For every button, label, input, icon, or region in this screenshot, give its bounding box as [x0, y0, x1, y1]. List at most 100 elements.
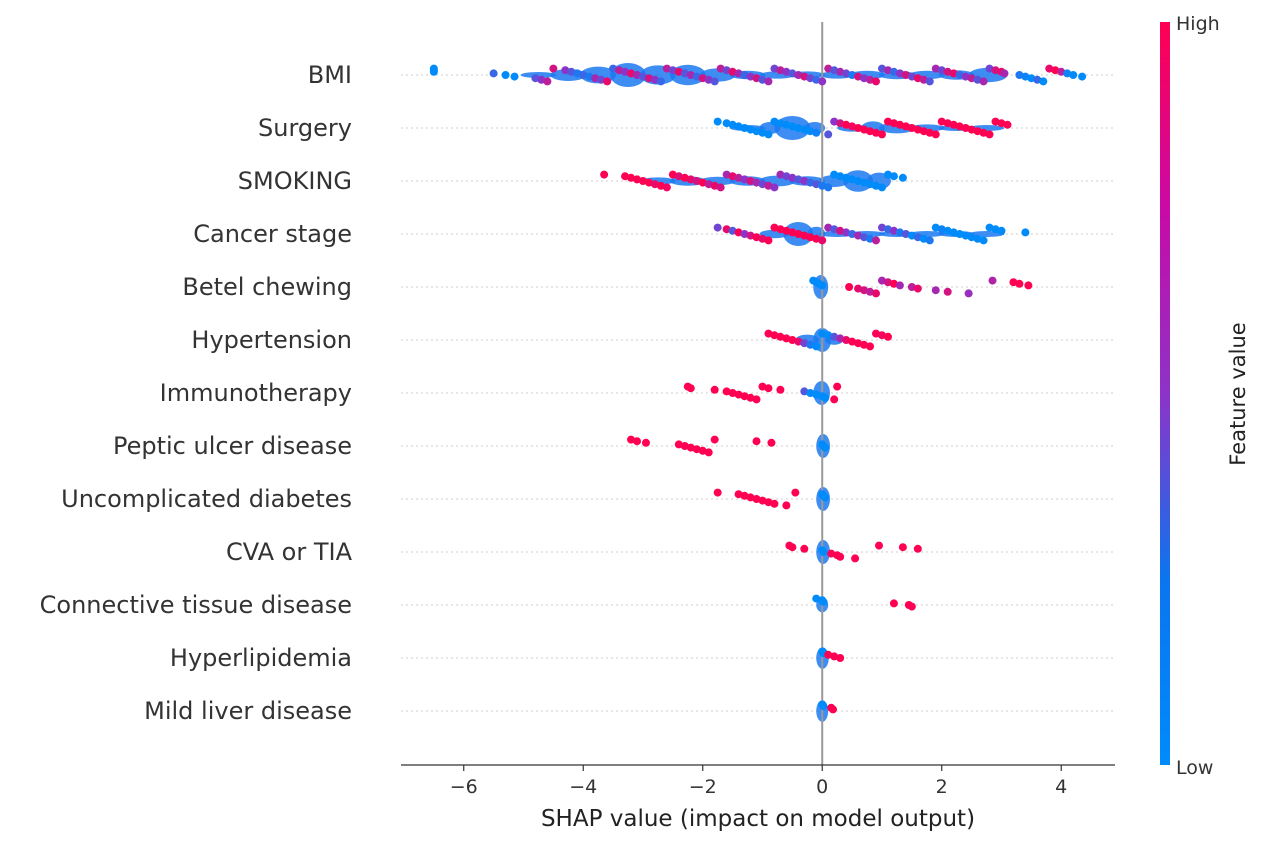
shap-point — [1078, 72, 1087, 81]
shap-point — [877, 130, 886, 139]
shap-point — [776, 385, 785, 394]
colorbar-low-label: Low — [1176, 757, 1213, 779]
shap-point — [874, 541, 883, 550]
shap-point — [830, 395, 839, 404]
shap-point — [489, 69, 498, 78]
shap-point — [770, 499, 779, 508]
shap-point — [824, 130, 833, 139]
shap-point — [889, 172, 898, 181]
shap-point — [429, 67, 438, 76]
x-tick-label: −6 — [450, 776, 478, 798]
feature-label: Betel chewing — [182, 273, 352, 301]
colorbar — [1160, 22, 1170, 765]
shap-point — [833, 382, 842, 391]
shap-point — [818, 77, 827, 86]
shap-point — [979, 77, 988, 86]
shap-point — [764, 236, 773, 245]
feature-label: Surgery — [258, 114, 352, 142]
shap-point — [818, 236, 827, 245]
shap-point — [764, 130, 773, 139]
x-tick-label: 4 — [1055, 776, 1067, 798]
shap-point — [704, 448, 713, 457]
feature-label: Hyperlipidemia — [170, 644, 352, 672]
shap-point — [603, 77, 612, 86]
feature-label: Peptic ulcer disease — [113, 432, 352, 460]
feature-label: CVA or TIA — [226, 538, 353, 566]
shap-point — [710, 77, 719, 86]
shap-point — [1003, 120, 1012, 129]
shap-point — [824, 183, 833, 192]
shap-point — [821, 493, 830, 502]
x-tick-label: −2 — [689, 776, 717, 798]
density-band-layer — [520, 63, 1008, 722]
shap-point — [716, 183, 725, 192]
shap-point — [713, 117, 722, 126]
x-tick-label: 2 — [936, 776, 948, 798]
density-band — [520, 72, 557, 78]
shap-point — [1039, 77, 1048, 86]
shap-point — [549, 64, 558, 73]
shap-point — [767, 438, 776, 447]
shap-points-layer — [429, 64, 1087, 714]
feature-label: Hypertension — [191, 326, 352, 354]
shap-point — [686, 384, 695, 393]
shap-point — [1069, 71, 1078, 79]
row-guide-lines — [401, 74, 1115, 712]
shap-point — [710, 385, 719, 394]
shap-point — [818, 281, 827, 290]
shap-point — [788, 543, 797, 552]
shap-point — [752, 437, 761, 446]
shap-point — [898, 173, 907, 182]
shap-point — [895, 281, 904, 290]
shap-point — [800, 544, 809, 553]
feature-label: Connective tissue disease — [40, 591, 352, 619]
shap-point — [641, 438, 650, 447]
shap-point — [985, 130, 994, 139]
shap-point — [812, 128, 821, 137]
colorbar-title: Feature value — [1226, 322, 1250, 465]
x-tick-label: 0 — [816, 776, 828, 798]
feature-label: BMI — [308, 61, 352, 89]
shap-point — [988, 276, 997, 285]
feature-label: Immunotherapy — [160, 379, 352, 407]
shap-point — [828, 705, 837, 714]
shap-point — [836, 552, 845, 561]
feature-label: Mild liver disease — [144, 697, 352, 725]
shap-point — [791, 488, 800, 497]
shap-point — [510, 72, 519, 81]
shap-point — [770, 183, 779, 192]
shap-point — [877, 183, 886, 192]
shap-point — [836, 654, 845, 662]
shap-point — [501, 71, 510, 79]
shap-point — [752, 395, 761, 404]
feature-label: Cancer stage — [193, 220, 352, 248]
shap-point — [889, 599, 898, 608]
shap-point — [931, 130, 940, 139]
shap-point — [782, 501, 791, 510]
x-axis-ticks: −6 −4 −2 0 2 4 — [450, 765, 1067, 798]
shap-point — [1015, 279, 1024, 288]
shap-point — [931, 286, 940, 295]
shap-point — [656, 77, 665, 86]
shap-point — [543, 77, 552, 86]
shap-point — [898, 543, 907, 552]
shap-point — [845, 283, 854, 291]
shap-point — [600, 170, 609, 179]
shap-point — [812, 342, 821, 351]
shap-point — [979, 236, 988, 245]
x-tick-label: −4 — [569, 776, 597, 798]
shap-point — [913, 544, 922, 553]
shap-point — [872, 77, 881, 86]
shap-point — [913, 284, 922, 293]
colorbar-high-label: High — [1176, 13, 1220, 35]
shap-point — [633, 437, 642, 446]
shap-point — [713, 488, 722, 497]
shap-point — [925, 77, 934, 86]
shap-point — [819, 548, 828, 556]
shap-point — [907, 602, 916, 611]
shap-point — [662, 183, 671, 192]
shap-point — [997, 226, 1006, 235]
shap-point — [964, 289, 973, 298]
